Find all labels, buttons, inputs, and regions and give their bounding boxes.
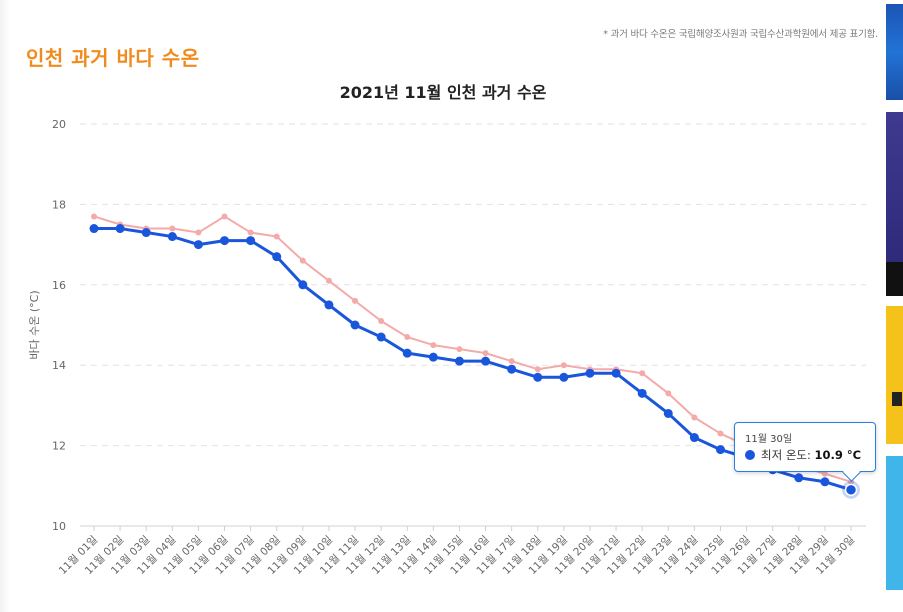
tooltip-label: 최저 온도:: [761, 448, 811, 462]
data-point: [844, 483, 858, 497]
data-point: [220, 236, 230, 246]
data-point: [193, 240, 203, 250]
data-point: [665, 390, 672, 397]
data-point: [402, 348, 412, 358]
y-tick-label: 16: [52, 279, 66, 292]
chart-tooltip: 11월 30일 최저 온도: 10.9 °C: [734, 422, 876, 472]
data-point: [533, 372, 543, 382]
data-point: [325, 277, 332, 284]
side-ad-strip: [886, 0, 903, 612]
data-point: [639, 370, 646, 377]
y-tick-label: 10: [52, 520, 66, 533]
data-point: [585, 368, 595, 378]
data-point: [350, 320, 360, 330]
data-point: [247, 229, 254, 236]
data-point: [299, 257, 306, 264]
left-edge-shadow: [0, 0, 10, 612]
tooltip-value-line: 최저 온도: 10.9 °C: [761, 447, 861, 463]
data-point: [91, 213, 97, 220]
data-point: [689, 433, 699, 443]
ad-banner-yellow[interactable]: [886, 306, 903, 444]
data-point: [717, 430, 724, 437]
data-point: [272, 252, 282, 262]
data-point: [115, 224, 125, 234]
data-point: [404, 334, 411, 341]
data-point: [794, 473, 804, 483]
data-point: [195, 229, 202, 236]
data-point: [663, 408, 673, 418]
y-tick-label: 14: [52, 359, 66, 372]
y-tick-label: 20: [52, 118, 66, 131]
data-point: [820, 477, 830, 487]
y-axis-title: 바다 수온 (°C): [28, 290, 41, 359]
data-source-note: * 과거 바다 수온은 국립해양조사원과 국립수산과학원에서 제공 표기함.: [603, 29, 878, 40]
data-point: [273, 233, 280, 240]
data-point: [482, 350, 489, 357]
y-tick-label: 18: [52, 198, 66, 211]
ad-banner-cyan[interactable]: [886, 456, 903, 590]
y-tick-label: 12: [52, 440, 66, 453]
data-point: [298, 280, 308, 290]
data-point: [376, 332, 386, 342]
tooltip-value: 10.9 °C: [814, 448, 862, 462]
data-point: [352, 297, 359, 304]
chart-title: 2021년 11월 인천 과거 수온: [340, 83, 547, 102]
data-point: [481, 356, 491, 366]
ad-banner-purple[interactable]: [886, 112, 903, 262]
series-line-secondary: [93, 215, 852, 483]
data-point: [89, 224, 99, 234]
tooltip-series-dot-icon: [745, 450, 755, 460]
data-point: [430, 342, 437, 349]
ad-banner-blue[interactable]: [886, 4, 903, 100]
data-point: [560, 362, 567, 369]
data-point: [715, 445, 725, 455]
data-point: [428, 352, 438, 362]
data-point: [169, 225, 176, 232]
data-point: [246, 236, 256, 246]
ad-logo-mark: [892, 392, 902, 406]
data-point: [637, 388, 647, 398]
data-point: [611, 368, 621, 378]
data-point: [221, 213, 228, 220]
data-point: [378, 317, 385, 324]
data-point: [559, 372, 569, 382]
data-point: [508, 358, 515, 365]
data-point: [324, 300, 334, 310]
section-heading: 인천 과거 바다 수온: [26, 46, 200, 70]
data-point: [141, 228, 151, 238]
data-point: [821, 470, 828, 477]
data-point: [456, 346, 463, 353]
tooltip-date: 11월 30일: [745, 434, 793, 445]
data-point: [534, 366, 541, 373]
data-point: [507, 364, 517, 374]
data-point: [691, 414, 698, 421]
ad-banner-dark[interactable]: [886, 262, 903, 296]
data-point: [167, 232, 177, 242]
data-point: [454, 356, 464, 366]
